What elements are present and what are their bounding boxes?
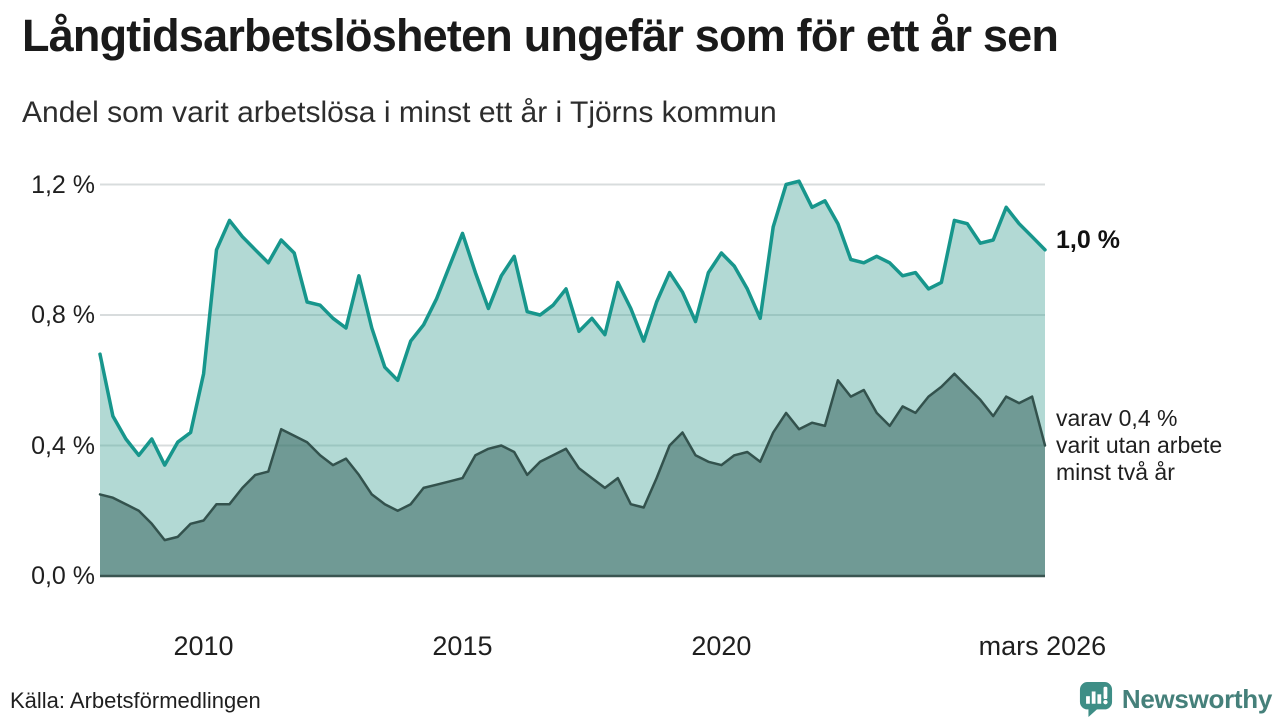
y-axis-tick: 0,0 % [31,562,95,590]
x-axis-tick: 2015 [432,631,493,661]
source-credit: Källa: Arbetsförmedlingen [10,688,261,713]
y-axis-tick: 0,4 % [31,431,95,460]
latest-value-annotation: 1,0 % [1056,225,1120,254]
page-subtitle: Andel som varit arbetslösa i minst ett å… [22,96,777,129]
y-axis-tick: 1,2 % [31,170,95,199]
x-axis-tick: mars 2026 [978,631,1107,661]
secondary-series-annotation: varav 0,4 % varit utan arbete minst två … [1056,405,1222,486]
newsworthy-wordmark: Newsworthy [1121,684,1272,714]
page-title: Långtidsarbetslösheten ungefär som för e… [22,10,1059,61]
secondary-annotation-line: minst två år [1056,458,1175,485]
secondary-annotation-line: varav 0,4 % [1056,404,1178,431]
newsworthy-logo: Newsworthy [1079,681,1272,718]
newsworthy-icon [1079,682,1112,717]
x-axis-tick: 2010 [173,631,234,661]
secondary-annotation-line: varit utan arbete [1056,431,1223,458]
y-axis-tick: 0,8 % [31,301,95,329]
x-axis-tick: 2020 [691,631,752,661]
